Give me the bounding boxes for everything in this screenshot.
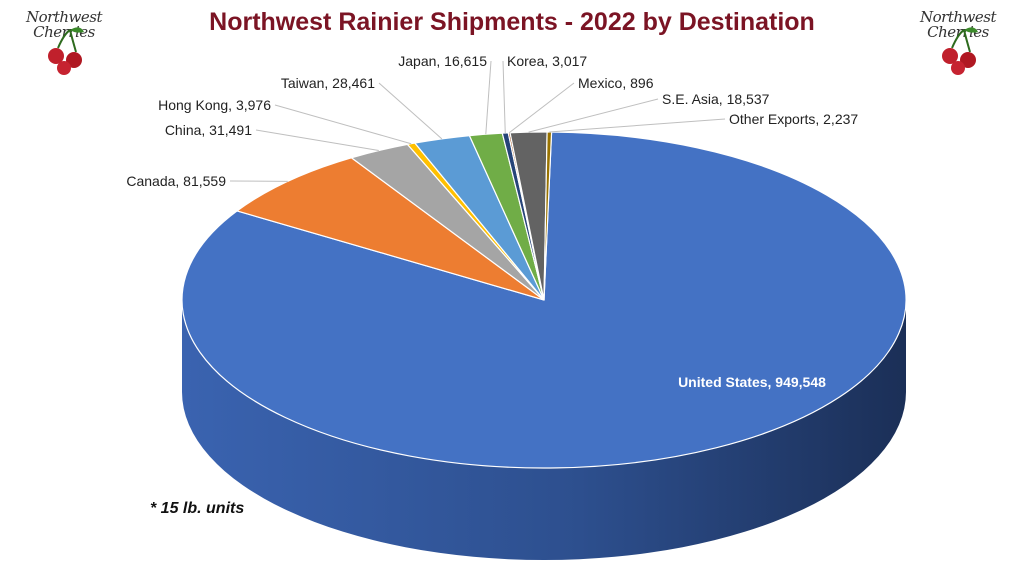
leader-line-china [255, 129, 379, 152]
pie-top [181, 131, 907, 469]
data-label-canada: Canada, 81,559 [126, 173, 226, 189]
pie-labels: United States, 949,548 Canada, 81,559 Chin… [126, 53, 858, 390]
leader-line-other-exports [549, 118, 726, 133]
data-label-united-states: United States, 949,548 [678, 374, 826, 390]
data-label-china: China, 31,491 [165, 122, 252, 138]
leader-line-japan [485, 60, 492, 135]
data-label-korea: Korea, 3,017 [507, 53, 587, 69]
leader-line-taiwan [378, 82, 443, 140]
data-label-taiwan: Taiwan, 28,461 [281, 75, 375, 91]
footnote: * 15 lb. units [150, 500, 245, 517]
data-label-mexico: Mexico, 896 [578, 75, 654, 91]
northwest-cherries-logo-right: Northwest Cherries [912, 4, 1012, 84]
leader-line-mexico [508, 82, 575, 134]
pie-side-wall [182, 300, 906, 560]
leader-line-hong-kong [274, 104, 412, 145]
pie-leader-lines [229, 60, 726, 182]
pie-side [182, 300, 906, 560]
data-label-other-exports: Other Exports, 2,237 [729, 111, 858, 127]
northwest-cherries-logo-left: Northwest Cherries [18, 4, 118, 84]
data-label-hong-kong: Hong Kong, 3,976 [158, 97, 271, 113]
pie-slice-canada [235, 157, 545, 301]
logo-line-1: Northwest [26, 8, 102, 26]
leader-line-s-e-asia [528, 98, 659, 133]
leader-line-korea [502, 60, 506, 133]
chart-title: Northwest Rainier Shipments - 2022 by De… [209, 8, 815, 36]
data-label-japan: Japan, 16,615 [398, 53, 487, 69]
cherries-icon [48, 27, 84, 75]
logo-line-1: Northwest [920, 8, 996, 26]
cherries-icon [942, 27, 978, 75]
data-label-s-e-asia: S.E. Asia, 18,537 [662, 91, 770, 107]
